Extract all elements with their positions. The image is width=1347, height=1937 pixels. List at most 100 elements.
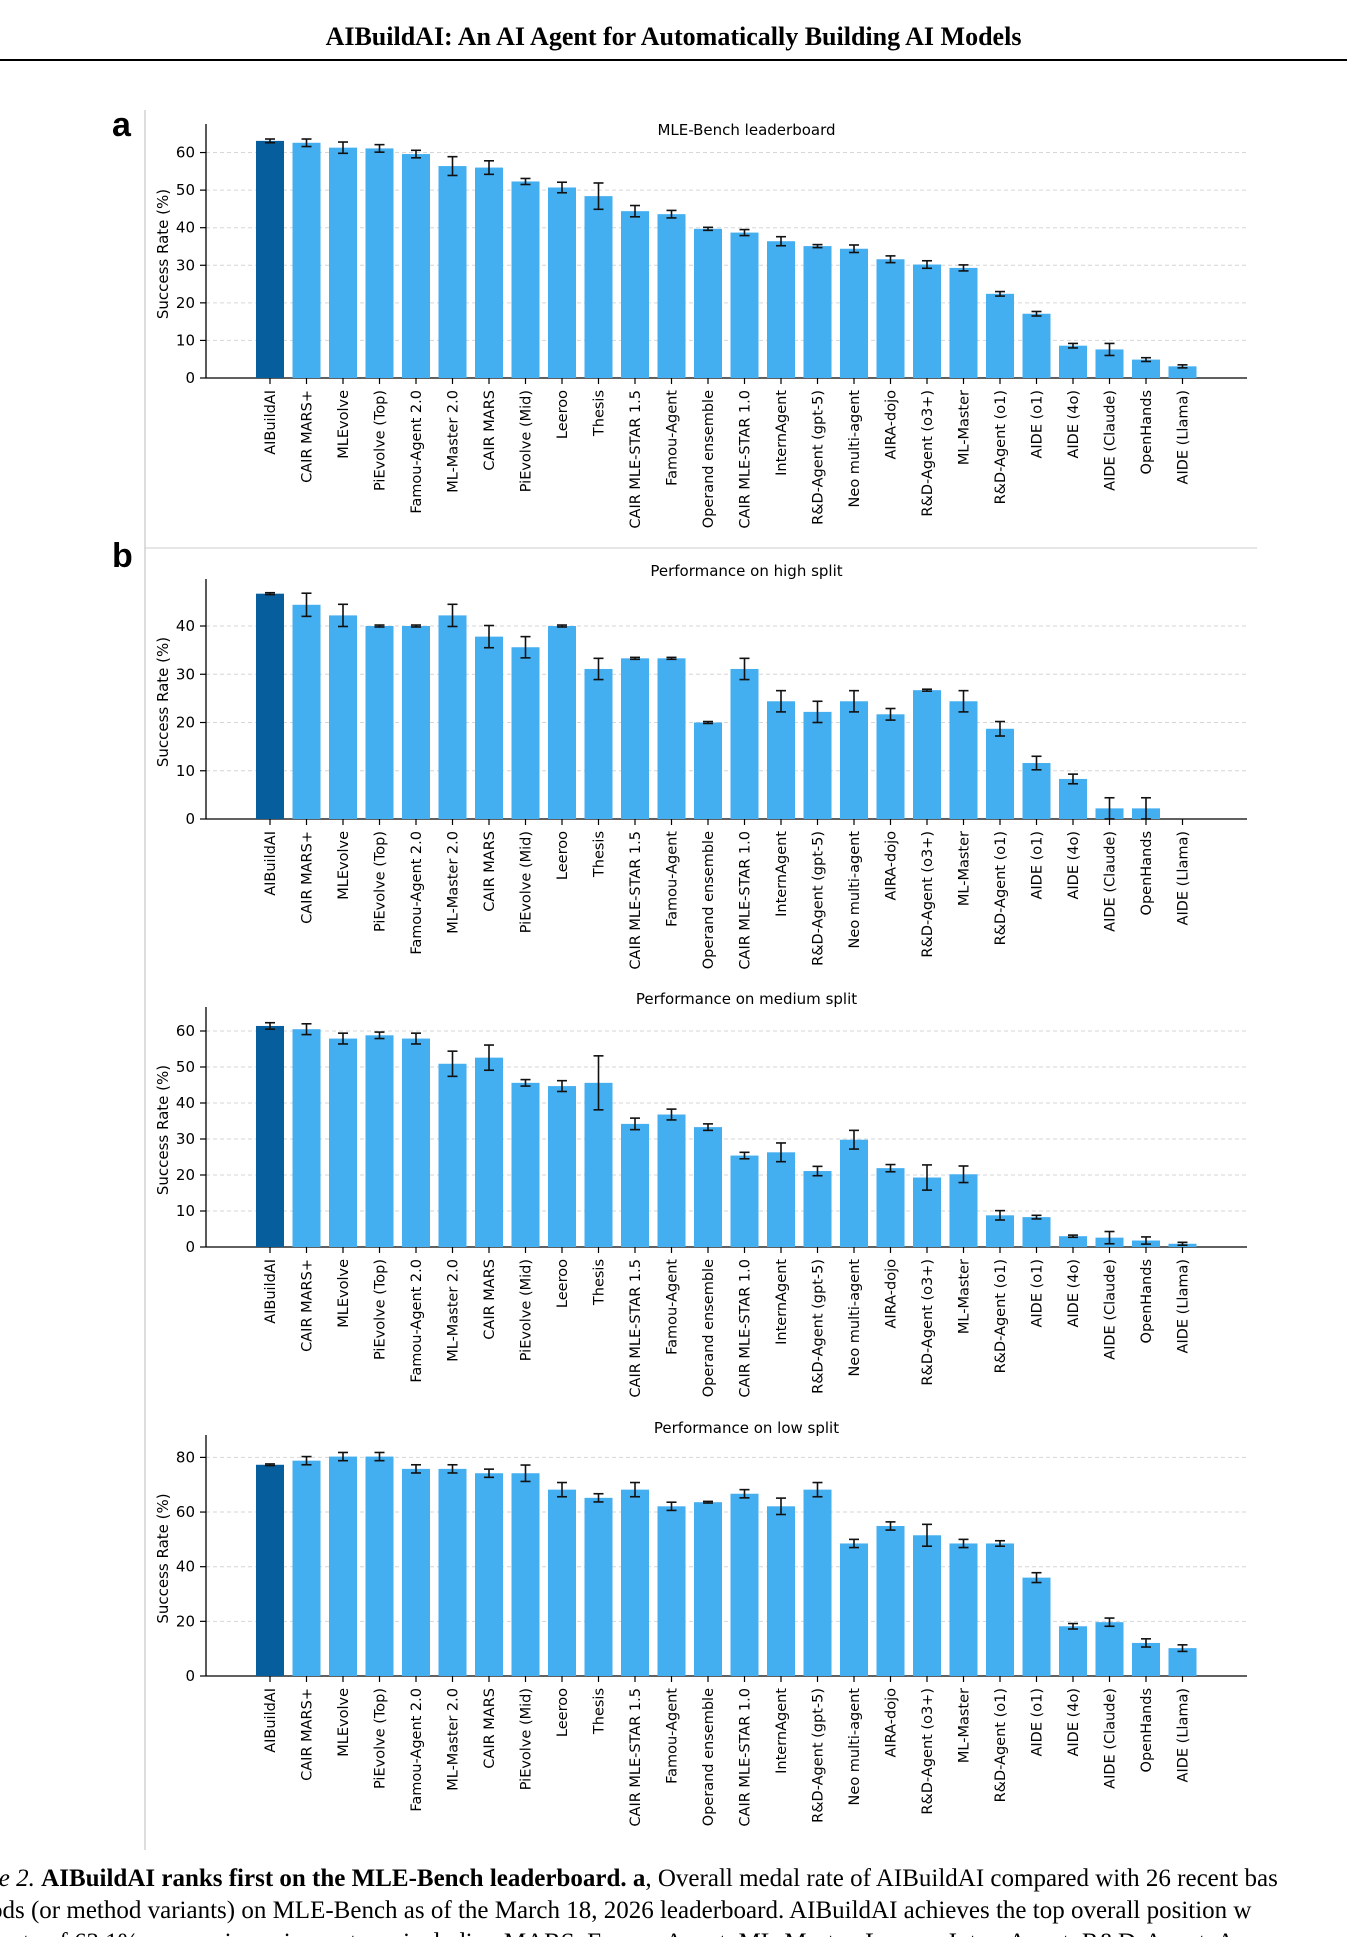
bar bbox=[584, 1497, 613, 1676]
x-tick-label: Operand ensemble bbox=[701, 831, 717, 969]
x-tick-label: Neo multi-agent bbox=[847, 1688, 863, 1806]
x-tick-label: Famou-Agent 2.0 bbox=[409, 390, 425, 514]
x-tick-label: CAIR MLE-STAR 1.0 bbox=[738, 1259, 754, 1398]
figure: MLE-Bench leaderboard Success Rate (%) 0 10… bbox=[144, 110, 1257, 1850]
x-tick-label: Operand ensemble bbox=[701, 1259, 717, 1397]
x-tick-label: Famou-Agent bbox=[665, 390, 681, 486]
x-tick-label: CAIR MARS bbox=[482, 1259, 498, 1340]
y-tick-label: 40 bbox=[176, 219, 195, 237]
bar bbox=[1095, 1622, 1124, 1676]
bar bbox=[840, 248, 868, 378]
x-tick-label: PiEvolve (Top) bbox=[373, 831, 389, 932]
x-tick-label: Leeroo bbox=[555, 1688, 571, 1737]
bar bbox=[329, 615, 357, 819]
bar bbox=[840, 701, 868, 819]
x-tick-label: Leeroo bbox=[555, 390, 571, 439]
x-tick-label: CAIR MARS bbox=[482, 390, 498, 471]
bar bbox=[1059, 1626, 1087, 1676]
y-tick-label: 10 bbox=[176, 331, 195, 349]
x-tick-label: AIDE (Claude) bbox=[1103, 1259, 1119, 1360]
y-tick-label: 60 bbox=[176, 1022, 195, 1040]
x-tick-label: PiEvolve (Top) bbox=[373, 1259, 389, 1360]
x-tick-label: AIDE (o1) bbox=[1030, 1259, 1046, 1328]
x-tick-label: Thesis bbox=[592, 1688, 608, 1735]
bar bbox=[438, 615, 467, 819]
x-tick-label: AIBuildAI bbox=[263, 831, 279, 896]
x-tick-label: R&D-Agent (o3+) bbox=[920, 390, 936, 517]
bar bbox=[694, 228, 722, 378]
bar bbox=[365, 1035, 394, 1247]
bar bbox=[803, 246, 832, 378]
page-header: AIBuildAI: An AI Agent for Automatically… bbox=[325, 22, 1022, 51]
bar bbox=[913, 1535, 941, 1676]
bar bbox=[329, 147, 357, 378]
x-tick-label: Famou-Agent 2.0 bbox=[409, 1688, 425, 1812]
chart-title: Performance on medium split bbox=[636, 990, 857, 1008]
panel-letter-b: b bbox=[112, 537, 133, 575]
y-tick-label: 60 bbox=[176, 1503, 195, 1521]
chart-leaderboard: MLE-Bench leaderboard Success Rate (%) 0 10… bbox=[154, 121, 1247, 529]
bar bbox=[292, 604, 321, 819]
bar bbox=[876, 1525, 905, 1676]
x-tick-label: CAIR MARS bbox=[482, 831, 498, 912]
x-tick-label: CAIR MLE-STAR 1.5 bbox=[628, 390, 644, 529]
bar bbox=[621, 211, 649, 378]
caption-panel-letter: a bbox=[632, 1865, 646, 1892]
x-tick-label: MLEvolve bbox=[336, 831, 352, 900]
bar bbox=[511, 1082, 540, 1247]
x-tick-label: AIDE (4o) bbox=[1066, 390, 1082, 459]
caption-line-3: l rate of 63.1%, surpassing prior system… bbox=[0, 1926, 1235, 1937]
bar bbox=[402, 1468, 430, 1676]
y-tick-label: 0 bbox=[185, 810, 195, 828]
x-tick-label: AIDE (4o) bbox=[1066, 1688, 1082, 1757]
x-tick-label: ML-Master bbox=[957, 1259, 973, 1334]
x-tick-label: AIBuildAI bbox=[263, 1259, 279, 1324]
chart-title: Performance on low split bbox=[654, 1419, 839, 1437]
x-tick-label: CAIR MLE-STAR 1.0 bbox=[738, 390, 754, 529]
x-tick-label: AIRA-dojo bbox=[884, 1259, 900, 1329]
x-tick-label: CAIR MLE-STAR 1.0 bbox=[738, 831, 754, 970]
x-tick-label: Neo multi-agent bbox=[847, 390, 863, 508]
x-tick-label: InternAgent bbox=[774, 831, 790, 917]
x-tick-label: ML-Master bbox=[957, 831, 973, 906]
bar bbox=[1059, 345, 1087, 378]
y-tick-label: 40 bbox=[176, 1558, 195, 1576]
y-tick-label: 40 bbox=[176, 1094, 195, 1112]
bar bbox=[256, 1464, 284, 1676]
bar bbox=[621, 1489, 649, 1676]
bar bbox=[730, 1155, 759, 1247]
bar bbox=[365, 1456, 394, 1676]
bar bbox=[694, 1502, 722, 1676]
bar bbox=[913, 690, 941, 819]
bar bbox=[876, 259, 905, 378]
bar bbox=[548, 1086, 576, 1247]
bar bbox=[730, 1493, 759, 1676]
y-tick-label: 0 bbox=[185, 369, 195, 387]
bar bbox=[1059, 778, 1087, 819]
x-tick-label: CAIR MARS+ bbox=[300, 831, 316, 924]
x-tick-label: PiEvolve (Mid) bbox=[519, 1688, 535, 1790]
x-tick-label: R&D-Agent (o3+) bbox=[920, 831, 936, 958]
x-tick-label: R&D-Agent (gpt-5) bbox=[811, 1688, 827, 1823]
bar bbox=[292, 142, 321, 378]
x-tick-label: PiEvolve (Mid) bbox=[519, 831, 535, 933]
bar bbox=[402, 154, 430, 378]
chart-title: MLE-Bench leaderboard bbox=[657, 121, 835, 139]
bar bbox=[767, 1506, 795, 1676]
chart-low: Performance on low split Success Rate (%)… bbox=[154, 1419, 1247, 1827]
x-tick-label: Leeroo bbox=[555, 831, 571, 880]
x-tick-label: OpenHands bbox=[1139, 1688, 1155, 1772]
bar bbox=[767, 701, 795, 819]
bar bbox=[657, 1506, 686, 1676]
x-tick-label: Thesis bbox=[592, 1259, 608, 1306]
bar bbox=[657, 658, 686, 819]
x-tick-label: Operand ensemble bbox=[701, 390, 717, 528]
bar bbox=[292, 1460, 321, 1676]
x-tick-label: MLEvolve bbox=[336, 1259, 352, 1328]
bar bbox=[840, 1139, 868, 1247]
x-tick-label: PiEvolve (Mid) bbox=[519, 1259, 535, 1361]
x-tick-label: MLEvolve bbox=[336, 390, 352, 459]
x-tick-label: AIBuildAI bbox=[263, 390, 279, 455]
caption-bold-title: AIBuildAI ranks first on the MLE-Bench l… bbox=[41, 1865, 627, 1892]
x-tick-label: Famou-Agent 2.0 bbox=[409, 831, 425, 955]
